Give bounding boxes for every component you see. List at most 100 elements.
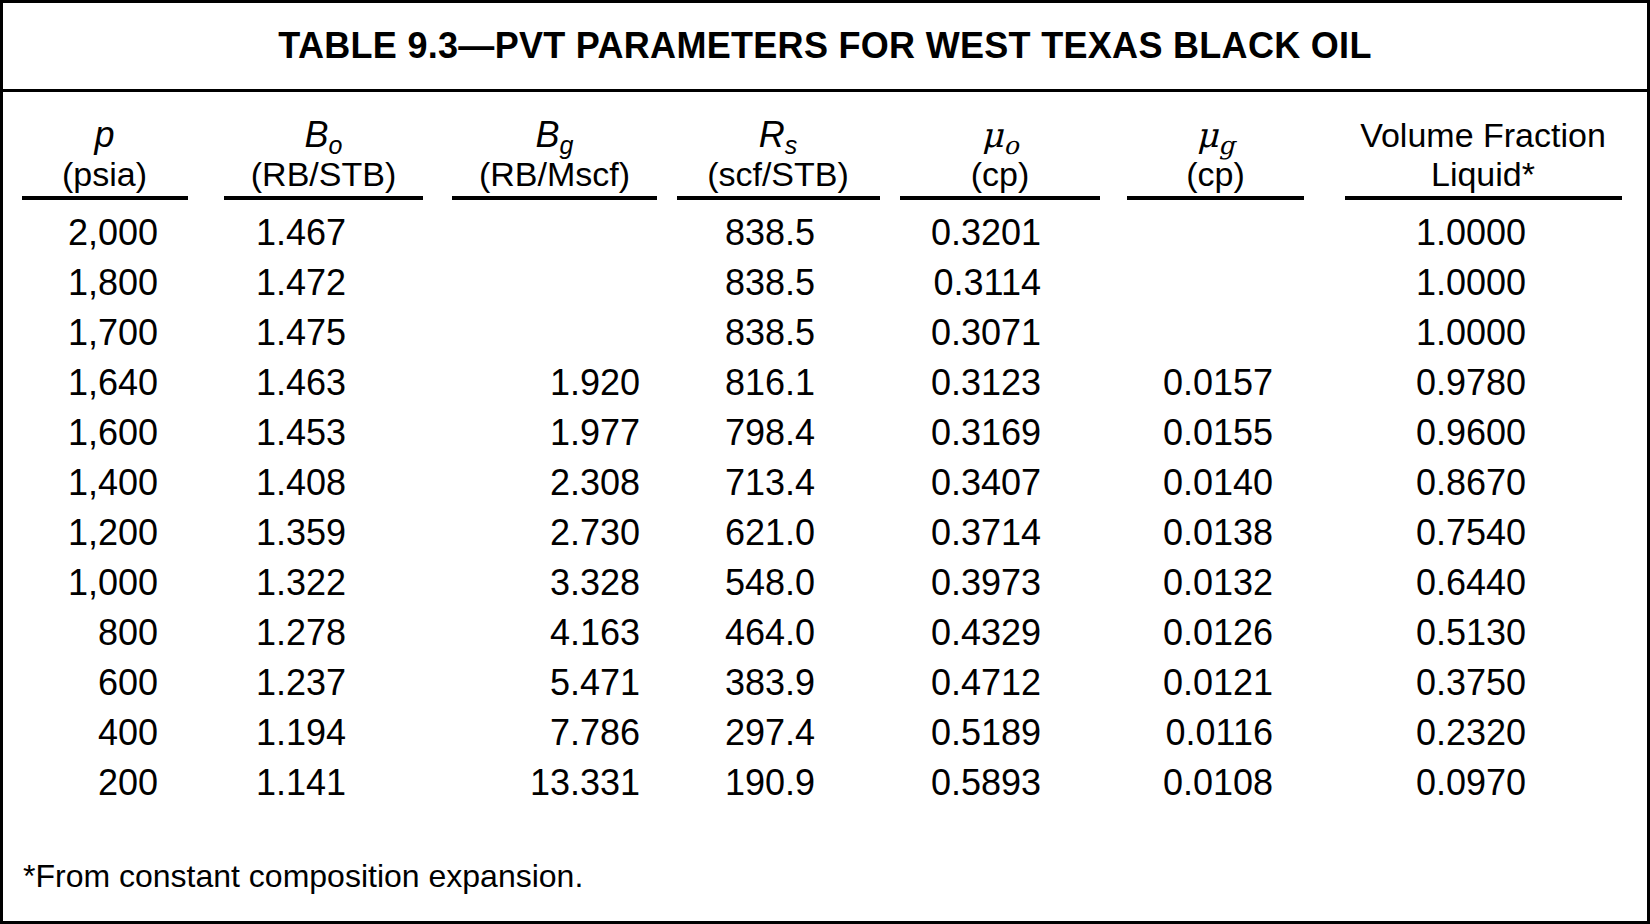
table-row: 1,7001.475838.50.30711.0000 bbox=[3, 308, 1647, 358]
cell-rs: 190.9 bbox=[668, 758, 888, 808]
table-row: 1,8001.472838.50.31141.0000 bbox=[3, 258, 1647, 308]
cell-mug bbox=[1112, 308, 1319, 358]
column-header-rs: Rs(scf/STB) bbox=[668, 92, 888, 208]
column-unit: (RB/Mscf) bbox=[441, 156, 668, 192]
cell-vfl: 0.9780 bbox=[1319, 358, 1647, 408]
cell-bg: 4.163 bbox=[441, 608, 668, 658]
column-symbol: μo bbox=[888, 114, 1112, 156]
cell-p: 2,000 bbox=[3, 208, 206, 258]
table-row: 2,0001.467838.50.32011.0000 bbox=[3, 208, 1647, 258]
cell-p: 200 bbox=[3, 758, 206, 808]
table-header: p(psia)Bo(RB/STB)Bg(RB/Mscf)Rs(scf/STB)μ… bbox=[3, 92, 1647, 208]
cell-mug: 0.0116 bbox=[1112, 708, 1319, 758]
cell-mug: 0.0108 bbox=[1112, 758, 1319, 808]
cell-p: 400 bbox=[3, 708, 206, 758]
cell-rs: 713.4 bbox=[668, 458, 888, 508]
cell-mug: 0.0155 bbox=[1112, 408, 1319, 458]
cell-bg: 13.331 bbox=[441, 758, 668, 808]
symbol-text: B bbox=[305, 114, 329, 155]
column-header-vfl: Volume FractionLiquid* bbox=[1319, 92, 1647, 208]
symbol-text: R bbox=[759, 114, 785, 155]
cell-p: 1,200 bbox=[3, 508, 206, 558]
cell-mug bbox=[1112, 258, 1319, 308]
table-row: 1,2001.3592.730621.00.37140.01380.7540 bbox=[3, 508, 1647, 558]
cell-muo: 0.3071 bbox=[888, 308, 1112, 358]
table-row: 2001.14113.331190.90.58930.01080.0970 bbox=[3, 758, 1647, 808]
column-header-rule bbox=[1127, 196, 1304, 200]
column-header-muo: μo(cp) bbox=[888, 92, 1112, 208]
cell-mug: 0.0132 bbox=[1112, 558, 1319, 608]
cell-bo: 1.322 bbox=[206, 558, 441, 608]
cell-rs: 621.0 bbox=[668, 508, 888, 558]
cell-vfl: 0.6440 bbox=[1319, 558, 1647, 608]
cell-rs: 548.0 bbox=[668, 558, 888, 608]
cell-mug: 0.0157 bbox=[1112, 358, 1319, 408]
cell-bo: 1.359 bbox=[206, 508, 441, 558]
table-footnote: *From constant composition expansion. bbox=[23, 858, 583, 895]
cell-vfl: 0.7540 bbox=[1319, 508, 1647, 558]
cell-mug: 0.0121 bbox=[1112, 658, 1319, 708]
column-header-rule bbox=[1345, 196, 1622, 200]
cell-bg: 1.920 bbox=[441, 358, 668, 408]
cell-p: 1,640 bbox=[3, 358, 206, 408]
column-header-rule bbox=[224, 196, 423, 200]
table-row: 8001.2784.163464.00.43290.01260.5130 bbox=[3, 608, 1647, 658]
cell-rs: 383.9 bbox=[668, 658, 888, 708]
symbol-text: B bbox=[536, 114, 560, 155]
cell-bg bbox=[441, 308, 668, 358]
cell-vfl: 0.0970 bbox=[1319, 758, 1647, 808]
cell-muo: 0.3973 bbox=[888, 558, 1112, 608]
cell-muo: 0.3123 bbox=[888, 358, 1112, 408]
symbol-text: μ bbox=[981, 115, 1003, 155]
symbol-text: μ bbox=[1196, 115, 1218, 155]
header-row: p(psia)Bo(RB/STB)Bg(RB/Mscf)Rs(scf/STB)μ… bbox=[3, 92, 1647, 208]
cell-bg: 2.308 bbox=[441, 458, 668, 508]
table-row: 1,6001.4531.977798.40.31690.01550.9600 bbox=[3, 408, 1647, 458]
column-unit: Liquid* bbox=[1319, 156, 1647, 192]
column-header-rule bbox=[452, 196, 657, 200]
cell-mug: 0.0138 bbox=[1112, 508, 1319, 558]
column-unit: (RB/STB) bbox=[206, 156, 441, 192]
cell-bg: 5.471 bbox=[441, 658, 668, 708]
cell-bg bbox=[441, 258, 668, 308]
cell-bo: 1.141 bbox=[206, 758, 441, 808]
pvt-table-frame: TABLE 9.3—PVT PARAMETERS FOR WEST TEXAS … bbox=[0, 0, 1650, 924]
cell-p: 1,700 bbox=[3, 308, 206, 358]
column-unit: (cp) bbox=[888, 156, 1112, 192]
column-symbol: Rs bbox=[668, 114, 888, 156]
cell-p: 1,000 bbox=[3, 558, 206, 608]
cell-bo: 1.453 bbox=[206, 408, 441, 458]
cell-rs: 838.5 bbox=[668, 308, 888, 358]
cell-bg: 7.786 bbox=[441, 708, 668, 758]
table-row: 1,0001.3223.328548.00.39730.01320.6440 bbox=[3, 558, 1647, 608]
cell-p: 1,600 bbox=[3, 408, 206, 458]
column-symbol: Bo bbox=[206, 114, 441, 156]
cell-vfl: 0.3750 bbox=[1319, 658, 1647, 708]
cell-rs: 838.5 bbox=[668, 208, 888, 258]
symbol-text: Volume Fraction bbox=[1360, 116, 1606, 154]
pvt-parameters-table: p(psia)Bo(RB/STB)Bg(RB/Mscf)Rs(scf/STB)μ… bbox=[3, 92, 1647, 808]
cell-bg: 2.730 bbox=[441, 508, 668, 558]
table-body: 2,0001.467838.50.32011.00001,8001.472838… bbox=[3, 208, 1647, 808]
cell-vfl: 1.0000 bbox=[1319, 208, 1647, 258]
cell-bo: 1.194 bbox=[206, 708, 441, 758]
table-row: 6001.2375.471383.90.47120.01210.3750 bbox=[3, 658, 1647, 708]
column-symbol: μg bbox=[1112, 114, 1319, 156]
column-header-mug: μg(cp) bbox=[1112, 92, 1319, 208]
cell-muo: 0.4712 bbox=[888, 658, 1112, 708]
cell-mug bbox=[1112, 208, 1319, 258]
cell-muo: 0.4329 bbox=[888, 608, 1112, 658]
cell-muo: 0.3407 bbox=[888, 458, 1112, 508]
cell-vfl: 0.2320 bbox=[1319, 708, 1647, 758]
cell-bo: 1.278 bbox=[206, 608, 441, 658]
cell-muo: 0.3714 bbox=[888, 508, 1112, 558]
cell-vfl: 0.5130 bbox=[1319, 608, 1647, 658]
column-symbol: Volume Fraction bbox=[1319, 114, 1647, 156]
cell-rs: 816.1 bbox=[668, 358, 888, 408]
cell-bo: 1.463 bbox=[206, 358, 441, 408]
cell-rs: 464.0 bbox=[668, 608, 888, 658]
table-row: 1,4001.4082.308713.40.34070.01400.8670 bbox=[3, 458, 1647, 508]
column-symbol: Bg bbox=[441, 114, 668, 156]
cell-p: 600 bbox=[3, 658, 206, 708]
cell-bo: 1.475 bbox=[206, 308, 441, 358]
